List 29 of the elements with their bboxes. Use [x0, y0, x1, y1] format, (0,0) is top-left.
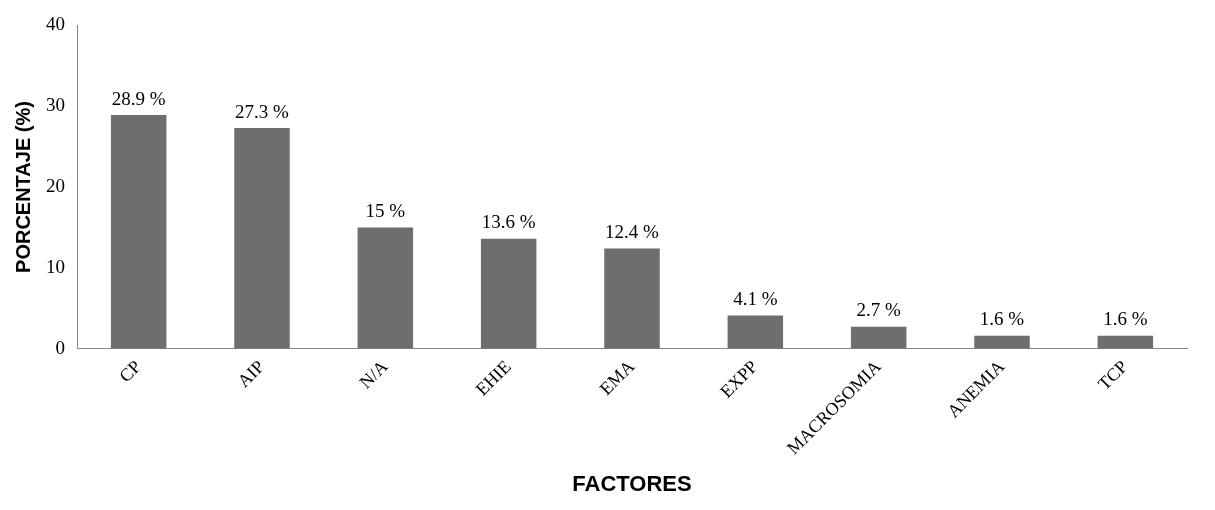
bar [1097, 335, 1154, 349]
bar [480, 238, 537, 349]
bar [357, 227, 414, 349]
y-tick-label: 20 [46, 175, 65, 196]
x-tick-label: AIP [233, 356, 269, 391]
bar [234, 128, 290, 349]
y-tick-label: 10 [46, 255, 65, 277]
y-tick-label: 0 [55, 336, 65, 358]
bar [727, 315, 784, 349]
x-tick-label: TCP [1094, 356, 1132, 394]
bar [110, 115, 167, 349]
x-axis-title: FACTORES [572, 470, 692, 496]
y-tick-label: 40 [46, 13, 65, 35]
bar [604, 248, 660, 349]
data-label: 4.1 % [733, 287, 778, 309]
x-tick-label: N/A [355, 356, 392, 393]
bar [850, 326, 907, 349]
data-label: 15 % [365, 199, 406, 221]
data-label: 28.9 % [111, 87, 166, 109]
x-tick-label: CP [115, 356, 145, 387]
data-label: 27.3 % [235, 100, 290, 122]
data-label: 2.7 % [856, 299, 901, 321]
data-label: 1.6 % [979, 308, 1025, 330]
y-axis-title: PORCENTAJE (%) [11, 101, 34, 273]
bar [974, 335, 1030, 349]
data-label: 13.6 % [481, 211, 536, 233]
data-label: 12.4 % [605, 220, 660, 242]
data-label: 1.6 % [1103, 308, 1148, 330]
y-tick-label: 30 [46, 94, 65, 116]
